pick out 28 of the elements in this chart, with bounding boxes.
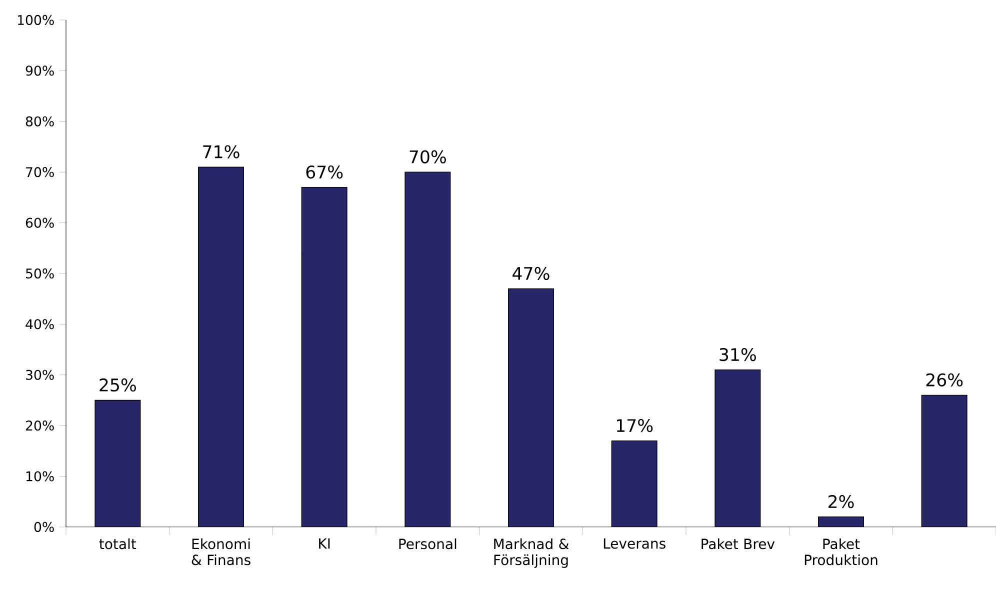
y-tick-label: 80% [26,116,54,126]
x-tick-label: Paket Brev [702,538,775,550]
data-label: 47% [512,266,550,280]
data-label: 17% [616,418,653,432]
x-tick-label: Marknad & Försäljning [494,538,569,568]
y-tick-label: 20% [26,420,54,431]
data-label: 2% [828,495,854,508]
y-tick-label: 0% [34,522,54,532]
y-tick-label: 10% [26,471,54,482]
data-label: 70% [410,150,446,164]
y-tick-label: 30% [26,370,54,380]
y-tick-label: 60% [26,218,54,228]
y-tick-label: 90% [26,66,54,76]
y-tick-label: 50% [26,268,54,279]
y-tick-label: 70% [26,167,54,178]
data-label: 25% [100,378,136,392]
x-tick-label: Ekonomi & Finans [192,538,250,566]
x-tick-label: KI [319,538,330,549]
y-tick-label: 100% [18,14,54,26]
data-label: 71% [203,145,240,158]
x-tick-label: totalt [99,538,136,550]
x-tick-label: Personal [399,538,456,550]
data-label: 26% [926,373,963,386]
data-label: 67% [306,165,343,179]
y-tick-label: 40% [26,319,54,330]
x-tick-label: Leverans [604,538,666,549]
x-tick-label: Paket Produktion [804,538,878,566]
data-label: 31% [720,348,756,362]
